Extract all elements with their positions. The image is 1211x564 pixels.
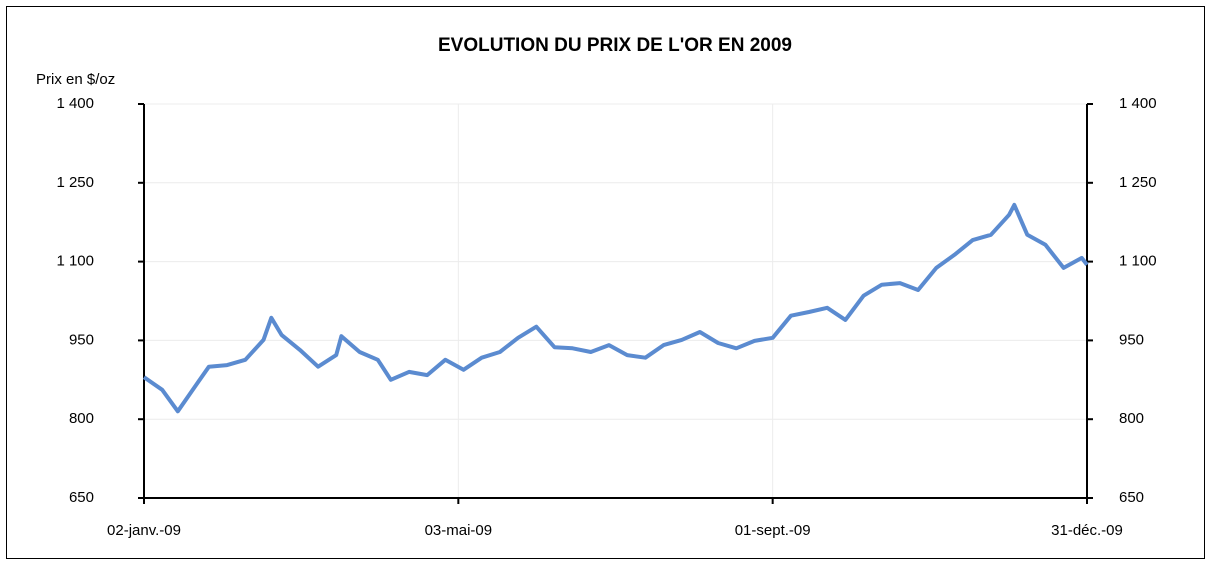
y-axis-label: Prix en $/oz bbox=[36, 71, 115, 88]
chart-border bbox=[6, 6, 1205, 559]
y2-tick-label: 950 bbox=[1119, 331, 1144, 348]
x-tick-label: 01-sept.-09 bbox=[735, 522, 811, 539]
chart-title: EVOLUTION DU PRIX DE L'OR EN 2009 bbox=[438, 35, 792, 56]
y-tick-label: 1 250 bbox=[56, 174, 94, 191]
y-tick-label: 800 bbox=[69, 410, 94, 427]
x-tick-label: 31-déc.-09 bbox=[1051, 522, 1123, 539]
y-tick-label: 650 bbox=[69, 489, 94, 506]
x-tick-label: 03-mai-09 bbox=[425, 522, 493, 539]
y-tick-label: 1 100 bbox=[56, 253, 94, 270]
y2-tick-label: 1 100 bbox=[1119, 253, 1157, 270]
y-tick-label: 950 bbox=[69, 331, 94, 348]
y2-tick-label: 650 bbox=[1119, 489, 1144, 506]
y2-tick-label: 1 400 bbox=[1119, 95, 1157, 112]
y-tick-label: 1 400 bbox=[56, 95, 94, 112]
x-tick-label: 02-janv.-09 bbox=[107, 522, 181, 539]
y2-tick-label: 800 bbox=[1119, 410, 1144, 427]
y2-tick-label: 1 250 bbox=[1119, 174, 1157, 191]
price-line bbox=[142, 202, 1089, 414]
